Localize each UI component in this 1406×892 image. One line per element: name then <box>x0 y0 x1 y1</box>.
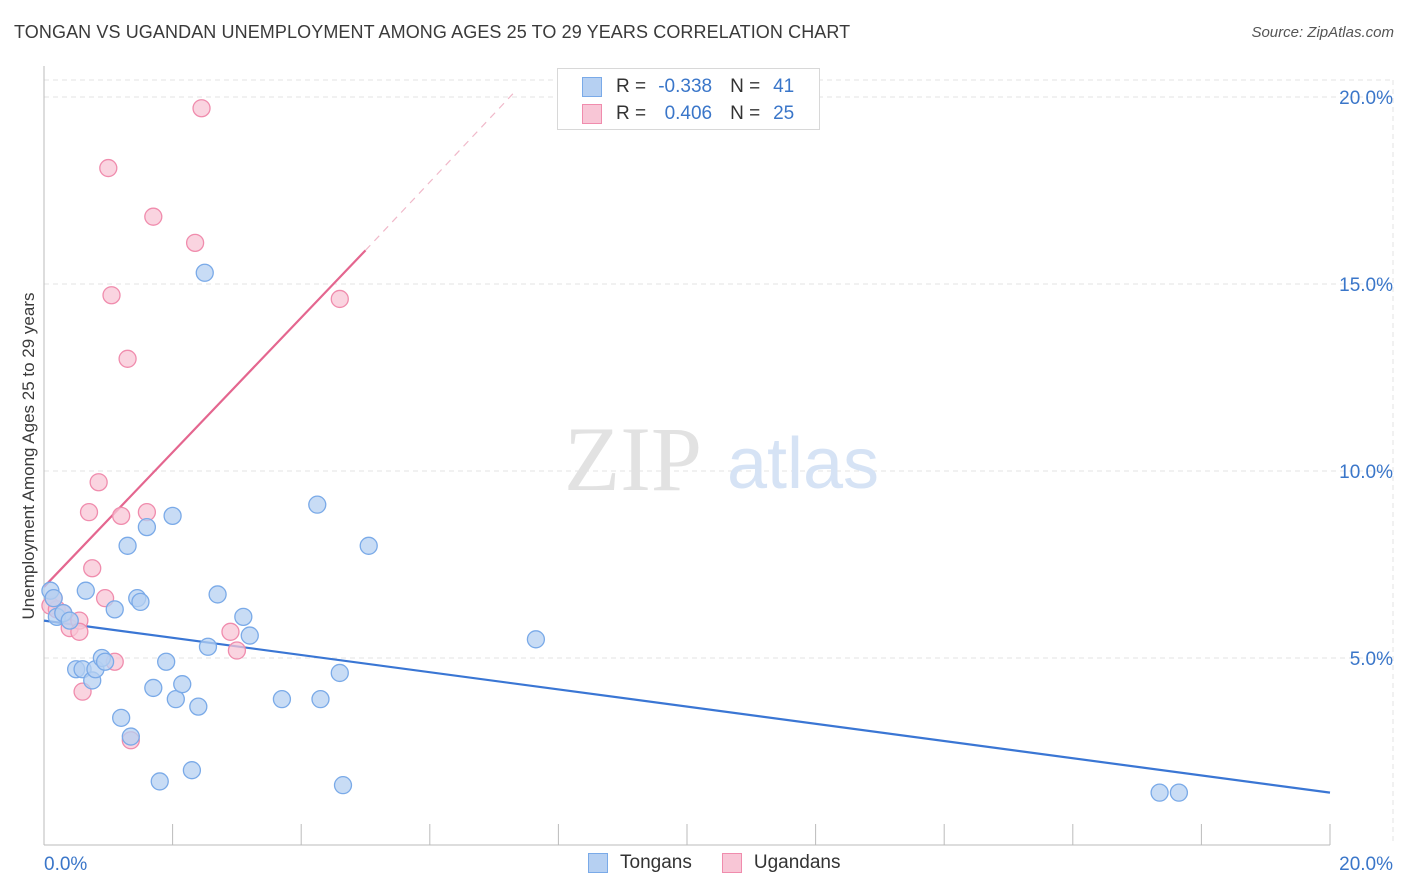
point-tongans <box>157 652 176 671</box>
point-tongans <box>195 263 214 282</box>
watermark-zip: ZIP <box>564 408 702 510</box>
point-ugandans <box>89 473 108 492</box>
point-tongans <box>198 637 218 656</box>
points-tongans <box>41 263 1189 802</box>
point-tongans <box>330 663 349 683</box>
point-tongans <box>526 630 546 649</box>
point-tongans <box>182 761 202 780</box>
point-tongans <box>333 776 353 795</box>
x-tick-labels: 0.0% 20.0% <box>44 854 1393 875</box>
point-tongans <box>272 689 292 709</box>
points-ugandans <box>41 99 349 750</box>
legend-n-label: N = <box>730 76 761 97</box>
point-tongans <box>131 592 150 612</box>
point-tongans <box>308 495 327 514</box>
point-tongans <box>112 708 131 727</box>
y-tick-label: 10.0% <box>1339 462 1393 483</box>
point-tongans <box>76 581 95 600</box>
legend-r-label: R = <box>616 76 647 97</box>
point-ugandans <box>192 99 211 118</box>
axes <box>43 66 1331 846</box>
point-tongans <box>118 536 137 555</box>
point-tongans <box>240 626 259 645</box>
point-ugandans <box>118 349 137 368</box>
x-tick-label-max: 20.0% <box>1339 854 1393 875</box>
legend-label-tongans: Tongans <box>620 852 692 873</box>
legend-swatch-ugandans <box>582 104 602 124</box>
y-tick-label: 5.0% <box>1350 649 1393 670</box>
gridlines <box>44 79 1394 845</box>
chart-title: TONGAN VS UGANDAN UNEMPLOYMENT AMONG AGE… <box>14 22 851 42</box>
point-tongans <box>173 675 192 694</box>
legend-row-ugandans: R = 0.406 N = 25 <box>582 102 794 126</box>
legend-item-ugandans[interactable]: Ugandans <box>721 852 841 874</box>
legend-swatch-ugandans <box>721 853 742 873</box>
point-ugandans <box>79 502 99 522</box>
point-ugandans <box>99 158 118 178</box>
series-legend: Tongans Ugandans <box>588 852 870 874</box>
point-ugandans <box>185 233 205 253</box>
y-tick-label: 15.0% <box>1339 275 1393 296</box>
point-ugandans <box>221 622 240 641</box>
point-tongans <box>1150 783 1169 802</box>
point-tongans <box>234 607 253 627</box>
trend-line-extension-ugandans <box>365 92 514 251</box>
point-ugandans <box>102 286 121 305</box>
point-tongans <box>311 689 330 709</box>
point-ugandans <box>83 559 102 578</box>
legend-n-value: 41 <box>773 76 795 97</box>
x-tick-label-min: 0.0% <box>44 854 87 875</box>
point-tongans <box>150 772 169 791</box>
point-tongans <box>121 727 140 746</box>
watermark-atlas: atlas <box>727 424 879 504</box>
legend-item-tongans[interactable]: Tongans <box>588 852 692 874</box>
point-tongans <box>44 589 63 608</box>
legend-n-label: N = <box>730 103 761 124</box>
source-label: Source: ZipAtlas.com <box>1251 24 1394 41</box>
point-tongans <box>60 611 79 630</box>
legend-swatch-tongans <box>588 853 608 873</box>
point-ugandans <box>144 207 163 226</box>
trend-line-ugandans <box>43 249 367 588</box>
point-tongans <box>105 600 124 619</box>
point-tongans <box>137 517 157 537</box>
point-tongans <box>189 697 208 716</box>
point-tongans <box>1169 783 1189 802</box>
point-tongans <box>95 652 115 671</box>
legend-r-label: R = <box>616 103 647 124</box>
legend-r-value: 0.406 <box>664 103 713 124</box>
point-tongans <box>208 585 227 604</box>
point-ugandans <box>112 506 131 526</box>
legend-n-value: 25 <box>773 103 795 124</box>
point-tongans <box>359 536 378 555</box>
point-tongans <box>163 506 182 526</box>
trend-lines <box>43 92 1331 794</box>
correlation-legend: R = -0.338 N = 41 R = 0.406 N = 25 <box>557 68 820 130</box>
point-ugandans <box>227 641 247 660</box>
point-ugandans <box>330 289 349 309</box>
y-axis-title: Unemployment Among Ages 25 to 29 years <box>19 292 38 620</box>
y-tick-label: 20.0% <box>1339 88 1393 109</box>
point-tongans <box>144 678 163 698</box>
legend-swatch-tongans <box>582 77 602 97</box>
watermark: ZIP atlas <box>564 408 879 510</box>
legend-row-tongans: R = -0.338 N = 41 <box>582 75 794 99</box>
legend-label-ugandans: Ugandans <box>753 852 841 873</box>
y-tick-labels: 5.0% 10.0% 15.0% 20.0% <box>1339 88 1393 670</box>
legend-r-value: -0.338 <box>658 76 713 97</box>
trend-line-tongans <box>43 619 1331 794</box>
